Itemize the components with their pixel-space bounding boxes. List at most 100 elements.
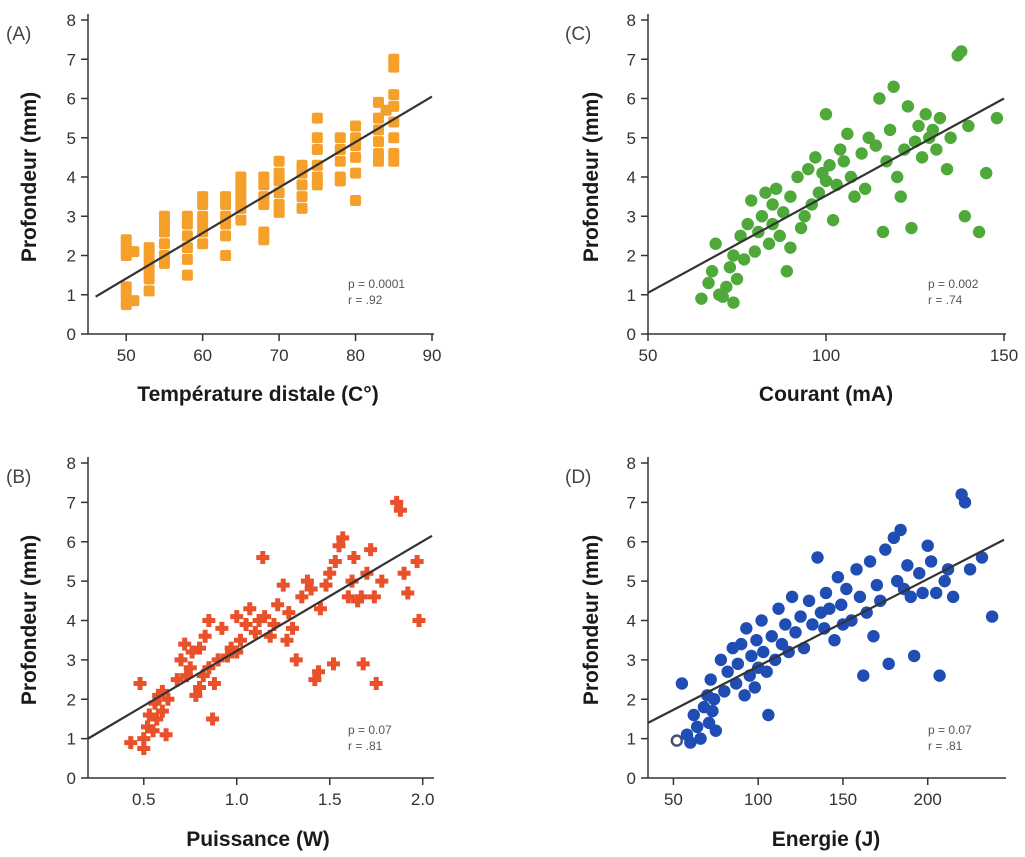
x-tick-label: 200 — [914, 790, 942, 809]
data-point — [729, 677, 743, 690]
data-point — [142, 708, 156, 722]
y-tick-label: 2 — [67, 690, 76, 709]
data-point — [707, 693, 721, 706]
data-point — [304, 582, 318, 596]
data-point — [828, 633, 841, 647]
data-point — [152, 688, 166, 702]
data-point — [211, 653, 225, 667]
data-point — [178, 637, 192, 651]
data-point — [748, 681, 761, 694]
data-point — [350, 151, 362, 163]
y-tick-label: 7 — [627, 50, 636, 69]
panel-a: (A) 0 1 2 3 4 5 6 7 8 50 60 70 80 90 Température distal… — [6, 11, 441, 406]
data-point — [181, 253, 193, 265]
data-point — [779, 618, 792, 631]
data-point — [671, 735, 683, 746]
data-point — [915, 151, 929, 164]
data-point — [375, 574, 389, 588]
data-point — [690, 720, 704, 734]
y-tick-label: 5 — [627, 572, 636, 591]
data-point — [794, 610, 807, 623]
x-axis-title: Puissance (W) — [186, 828, 330, 851]
data-point — [794, 221, 808, 235]
data-point — [912, 119, 925, 133]
data-point — [372, 155, 384, 167]
data-point — [990, 111, 1004, 125]
y-tick-label: 2 — [627, 247, 636, 266]
y-tick-label: 8 — [67, 11, 76, 30]
data-point — [745, 194, 758, 207]
data-point — [826, 213, 840, 227]
data-point — [235, 171, 247, 183]
data-point — [806, 618, 819, 631]
data-point — [857, 669, 870, 682]
data-point — [181, 230, 193, 242]
data-point — [273, 167, 285, 179]
data-point — [823, 602, 836, 615]
data-point — [220, 250, 232, 261]
data-point — [972, 225, 986, 239]
data-point — [313, 602, 327, 616]
p-value-label: p = 0.07 — [928, 723, 972, 737]
data-point — [206, 712, 220, 726]
data-point — [252, 614, 266, 627]
data-point — [863, 555, 877, 568]
y-tick-label: 3 — [67, 651, 76, 670]
y-axis-title: Profondeur (mm) — [580, 92, 603, 262]
data-point — [243, 602, 257, 616]
data-point — [958, 496, 972, 509]
data-point — [367, 590, 381, 604]
data-point — [189, 688, 203, 702]
data-point — [919, 108, 932, 121]
data-point — [759, 186, 772, 199]
data-point — [777, 206, 790, 219]
data-point — [133, 677, 147, 690]
data-point — [798, 210, 811, 223]
data-point — [924, 555, 938, 568]
data-point — [901, 100, 915, 113]
data-point — [350, 195, 362, 207]
x-tick-label: 1.5 — [318, 790, 342, 809]
x-tick-label: 2.0 — [411, 790, 435, 809]
y-tick-label: 8 — [627, 11, 636, 30]
data-point — [319, 578, 333, 592]
data-point — [174, 653, 188, 667]
data-point — [233, 633, 247, 647]
y-tick-label: 1 — [67, 286, 76, 305]
data-point — [933, 111, 947, 125]
data-point — [735, 637, 748, 651]
data-point — [718, 685, 731, 698]
data-point — [354, 590, 368, 604]
data-point — [148, 696, 162, 710]
data-point — [757, 645, 770, 659]
data-point — [388, 147, 400, 159]
data-point — [930, 143, 943, 156]
data-point — [819, 174, 833, 188]
data-point — [789, 626, 802, 639]
x-tick-label: 50 — [639, 346, 658, 365]
data-point — [840, 582, 853, 596]
data-point — [150, 712, 164, 726]
data-point — [311, 144, 323, 156]
data-point — [740, 622, 753, 635]
data-point — [883, 123, 897, 137]
data-point — [809, 151, 822, 164]
x-axis-title: Courant (mA) — [759, 383, 893, 406]
data-point — [716, 290, 729, 303]
data-point — [812, 186, 826, 199]
data-point — [158, 210, 170, 222]
data-point — [248, 625, 262, 639]
data-point — [258, 171, 270, 183]
y-tick-label: 4 — [67, 168, 76, 187]
data-point — [784, 241, 797, 254]
data-point — [230, 610, 244, 624]
data-point — [372, 136, 384, 148]
data-point — [128, 246, 140, 258]
data-point — [962, 119, 975, 133]
data-point — [876, 225, 890, 239]
data-point — [748, 245, 761, 258]
data-point — [311, 112, 323, 124]
data-point — [296, 179, 308, 191]
p-value-label: p = 0.07 — [348, 723, 392, 737]
